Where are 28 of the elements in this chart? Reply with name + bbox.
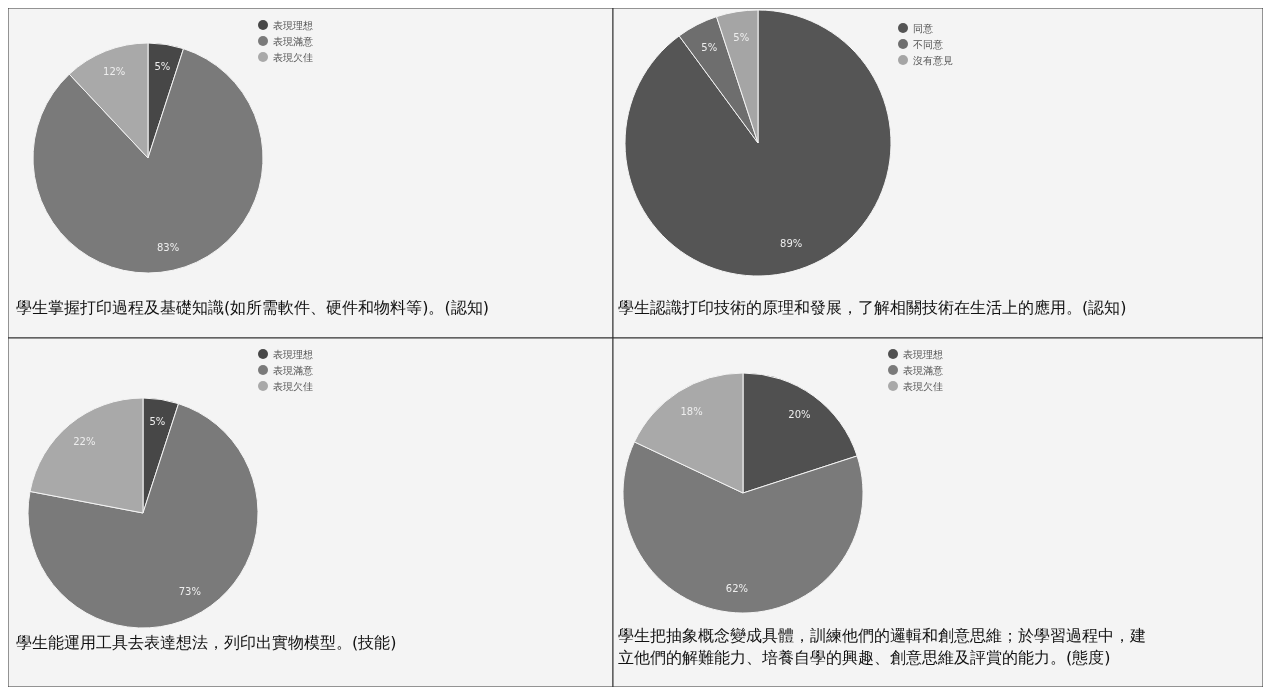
data-label: 73% <box>178 586 201 598</box>
data-label: 12% <box>103 66 126 78</box>
legend-label: 表現欠佳 <box>273 52 313 63</box>
legend-label: 表現滿意 <box>273 365 313 376</box>
legend-label: 表現理想 <box>273 349 313 360</box>
legend-label: 不同意 <box>913 39 943 50</box>
data-label: 89% <box>780 238 803 250</box>
legend-label: 表現滿意 <box>273 36 313 47</box>
legend-label: 表現理想 <box>903 349 943 360</box>
data-label: 5% <box>733 31 750 43</box>
data-label: 22% <box>73 436 96 448</box>
data-label: 62% <box>725 582 749 594</box>
data-label: 83% <box>156 241 180 253</box>
data-label: 20% <box>788 409 811 421</box>
data-label: 18% <box>680 405 703 417</box>
text: 學生能運用工具去表達想法，列印出實物模型。(技能) <box>16 633 397 652</box>
data-label: 5% <box>154 61 171 73</box>
text: 學生掌握打印過程及基礎知識(如所需軟件、硬件和物料等)。(認知) <box>16 298 489 317</box>
legend-label: 同意 <box>913 23 933 34</box>
legend-label: 表現欠佳 <box>903 381 943 392</box>
text: 學生認識打印技術的原理和發展，了解相關技術在生活上的應用。(認知) <box>618 298 1127 317</box>
legend-label: 表現欠佳 <box>273 381 313 392</box>
legend-label: 沒有意見 <box>913 55 953 66</box>
legend-label: 表現理想 <box>273 20 313 31</box>
legend-label: 表現滿意 <box>903 365 943 376</box>
text: 學生把抽象概念變成具體，訓練他們的邏輯和創意思維；於學習過程中，建立他們的解難能力、培養自學的興趣、創意思維及評賞的能力。(態度) <box>618 626 1146 667</box>
data-label: 5% <box>149 416 166 428</box>
data-label: 5% <box>701 42 718 54</box>
